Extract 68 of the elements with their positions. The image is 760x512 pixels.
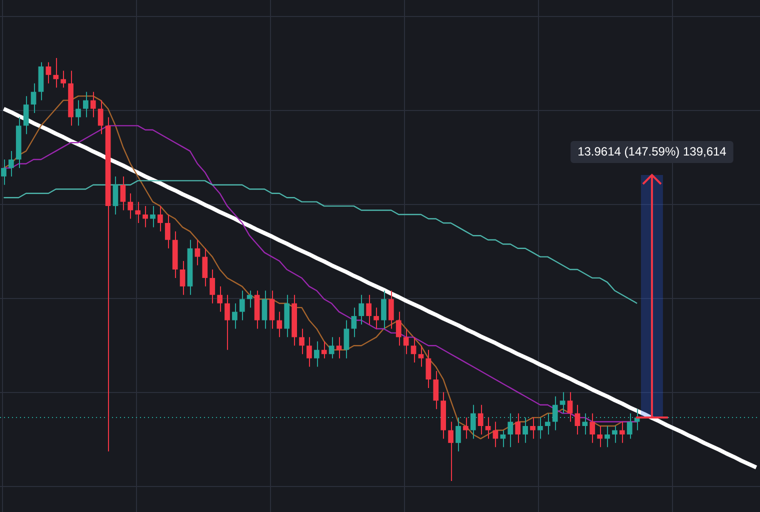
candlestick [515, 412, 521, 444]
candlestick [150, 206, 156, 228]
candlestick [23, 96, 29, 135]
candlestick [276, 311, 282, 338]
candlestick [403, 328, 409, 355]
candlestick [76, 100, 81, 126]
candlestick [351, 307, 357, 338]
candlestick [433, 370, 439, 410]
candlestick [210, 269, 216, 304]
candlestick [90, 91, 96, 118]
candlestick [224, 294, 230, 350]
candlestick [426, 349, 432, 388]
candlestick [239, 290, 245, 321]
candlestick [619, 421, 625, 444]
annotation: 13.9614 (147.59%) 139,614 [578, 144, 727, 158]
candlestick [410, 336, 416, 364]
candlestick [46, 62, 52, 84]
candlestick [232, 302, 238, 330]
candlestick [321, 340, 327, 359]
candlestick [538, 417, 543, 440]
candlestick [336, 336, 342, 359]
candlestick [1, 159, 6, 186]
candlestick [358, 294, 364, 325]
candlestick [135, 201, 141, 224]
candlestick [560, 392, 566, 414]
candlestick [246, 290, 252, 308]
candlestick [98, 100, 104, 135]
candlestick [202, 248, 208, 287]
candlestick [418, 345, 424, 368]
candlestick [582, 412, 588, 435]
candlestick [448, 421, 454, 482]
candlestick [314, 340, 320, 368]
candlestick [374, 307, 379, 330]
candlestick [530, 417, 536, 440]
candlestick [597, 426, 602, 448]
candlestick [83, 91, 88, 118]
candlestick [478, 404, 484, 435]
candlestick [112, 176, 118, 216]
candlestick [590, 412, 596, 444]
candlestick [604, 426, 610, 448]
candlestick [142, 206, 148, 228]
candlestick [306, 336, 312, 368]
candlestick [381, 290, 386, 330]
candlestick [544, 412, 550, 435]
candlestick [128, 192, 134, 220]
candlestick [328, 336, 334, 359]
candlestick [396, 311, 402, 346]
candlestick [53, 58, 59, 88]
candlestick [262, 290, 268, 330]
candlestick [388, 290, 394, 330]
candlestick [492, 421, 498, 448]
candlestick [194, 239, 200, 266]
candlestick [158, 206, 163, 232]
candlestick [366, 294, 372, 325]
candlestick [269, 290, 275, 330]
candlestick [299, 328, 304, 355]
candlestick [463, 417, 468, 440]
candlestick [8, 150, 14, 177]
candlestick [120, 176, 126, 211]
candlestick [574, 404, 580, 435]
candlestick [30, 82, 36, 114]
candlestick [60, 70, 66, 88]
candlestick [567, 392, 573, 422]
candlestick [180, 260, 186, 296]
candlestick [612, 426, 618, 444]
candlestick [217, 286, 222, 312]
candlestick [344, 320, 350, 359]
candlestick [164, 214, 170, 249]
